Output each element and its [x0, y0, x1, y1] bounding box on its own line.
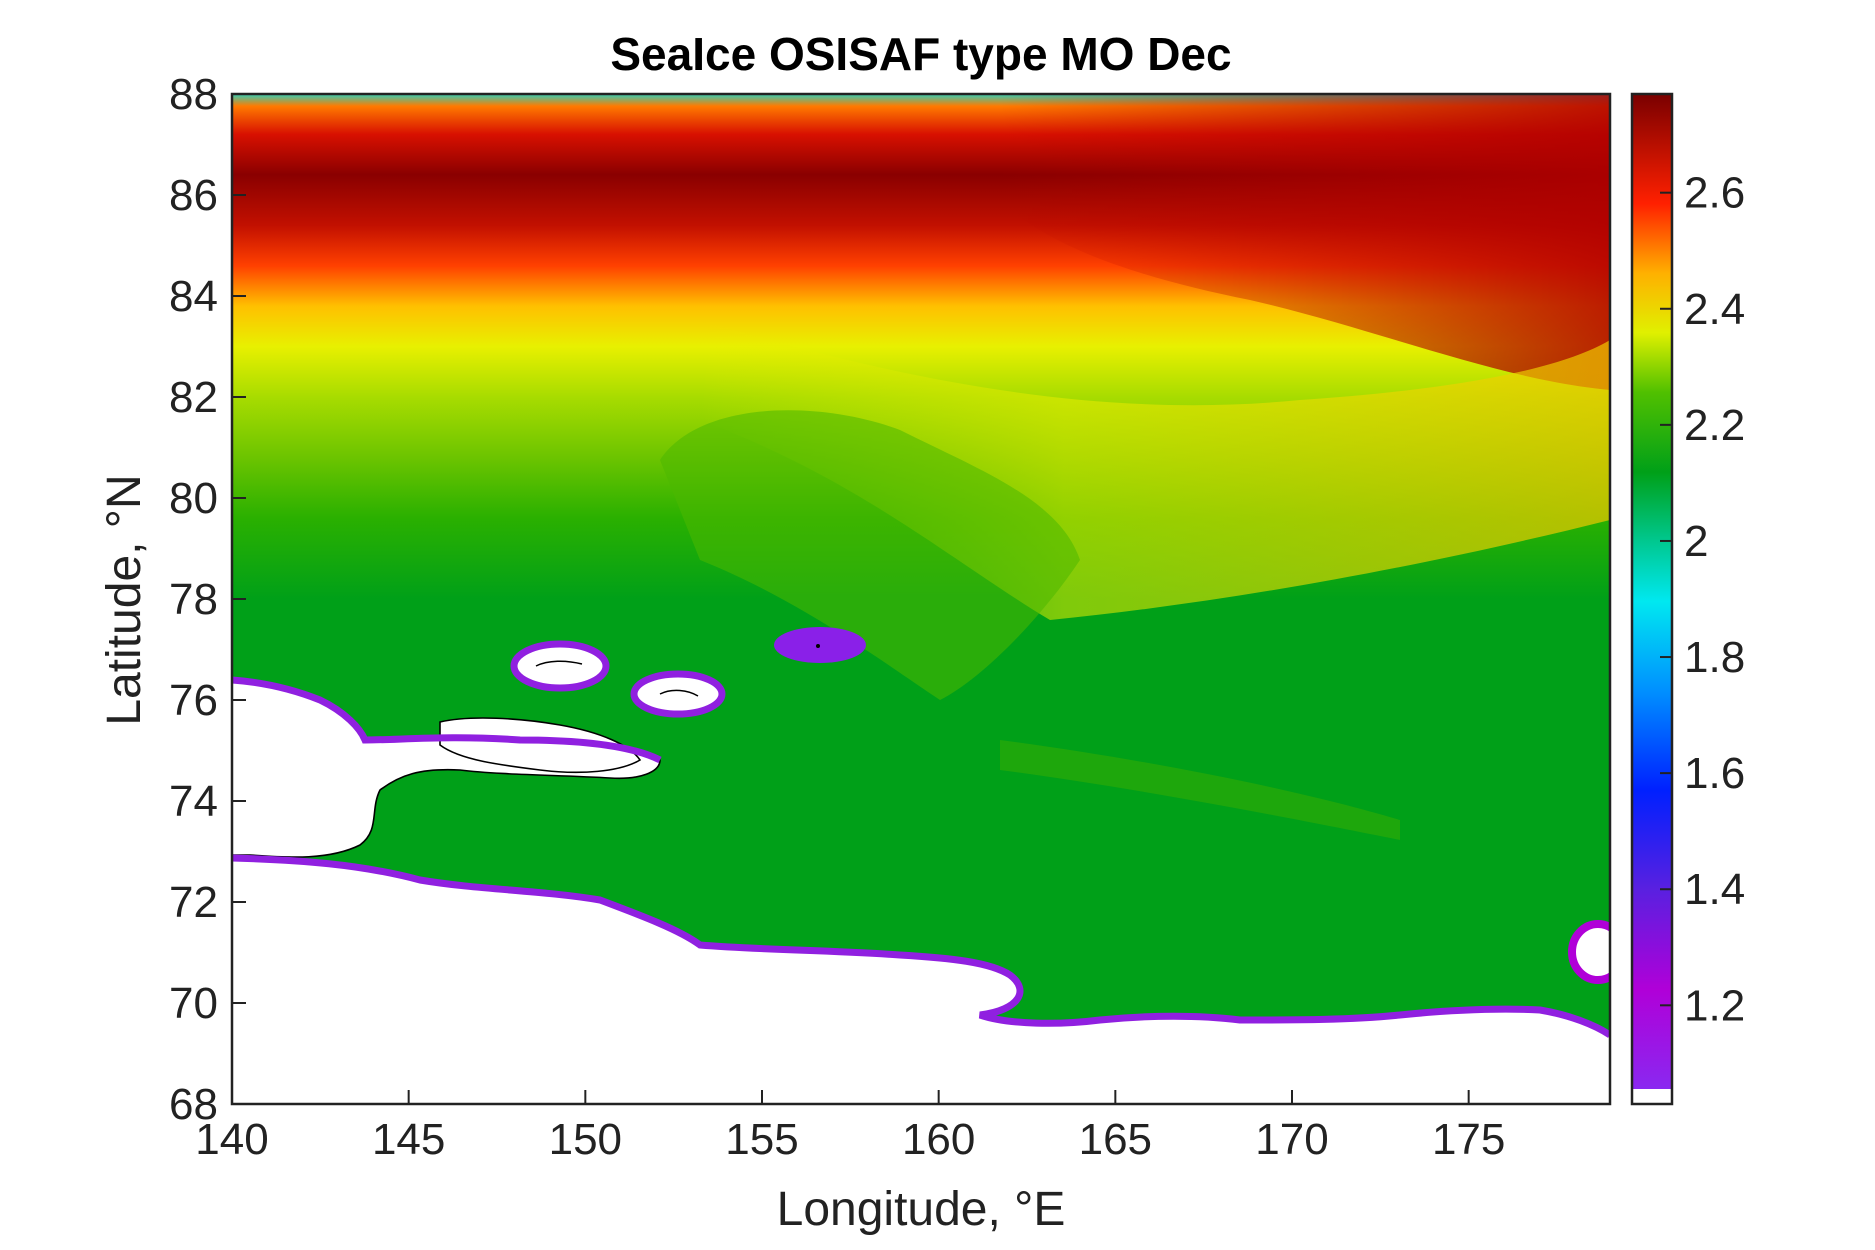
x-tick-label: 160 [902, 1115, 975, 1164]
x-axis: 140 145 150 155 160 165 170 175 [195, 1090, 1505, 1164]
x-tick-label: 150 [549, 1115, 622, 1164]
x-tick-label: 145 [372, 1115, 445, 1164]
x-tick-label: 170 [1255, 1115, 1328, 1164]
y-tick-label: 68 [169, 1080, 218, 1129]
y-axis-label: Latitude, °N [98, 474, 151, 725]
y-tick-label: 88 [169, 70, 218, 119]
colorbar-tick-label: 2.2 [1684, 401, 1745, 450]
coast-edge-rim [232, 854, 1610, 1038]
thick-ice-region-ne [1000, 94, 1610, 390]
colorbar-tick-label: 2.6 [1684, 169, 1745, 218]
y-tick-label: 86 [169, 171, 218, 220]
y-tick-label: 82 [169, 373, 218, 422]
colorbar: 1.2 1.4 1.6 1.8 2 2.2 2.4 2.6 [1630, 92, 1745, 1106]
colorbar-bottom-white [1632, 1089, 1672, 1104]
colorbar-tick-label: 1.6 [1684, 749, 1745, 798]
colorbar-tick-label: 1.8 [1684, 633, 1745, 682]
island-1 [510, 640, 610, 692]
x-tick-label: 140 [195, 1115, 268, 1164]
y-tick-label: 74 [169, 777, 218, 826]
y-axis: 68 70 72 74 76 78 80 82 84 86 88 [169, 70, 246, 1129]
island-4 [1568, 920, 1610, 984]
y-tick-label: 84 [169, 272, 218, 321]
chart-title: SeaIce OSISAF type MO Dec [610, 28, 1231, 80]
olive-band-east [1000, 740, 1400, 840]
land-new-siberian-isl [439, 717, 642, 774]
plot-area [232, 94, 1610, 1104]
x-axis-label: Longitude, °E [777, 1183, 1066, 1236]
x-tick-label: 155 [725, 1115, 798, 1164]
colorbar-tick-label: 2.4 [1684, 285, 1745, 334]
y-tick-label: 76 [169, 676, 218, 725]
island-2 [630, 670, 726, 718]
island-3 [774, 627, 866, 663]
y-tick-label: 70 [169, 979, 218, 1028]
x-tick-label: 175 [1432, 1115, 1505, 1164]
colorbar-tick-label: 2 [1684, 517, 1708, 566]
transition-band [700, 320, 1610, 620]
y-tick-label: 72 [169, 878, 218, 927]
y-tick-label: 78 [169, 575, 218, 624]
colorbar-frame [1630, 92, 1674, 1106]
colorbar-tick-label: 1.4 [1684, 865, 1745, 914]
x-tick-label: 165 [1079, 1115, 1152, 1164]
light-green-region [660, 410, 1080, 700]
colorbar-gradient [1632, 94, 1672, 1089]
coast-edge-rim-west [232, 676, 662, 764]
colorbar-tick-label: 1.2 [1684, 981, 1745, 1030]
y-tick-label: 80 [169, 474, 218, 523]
